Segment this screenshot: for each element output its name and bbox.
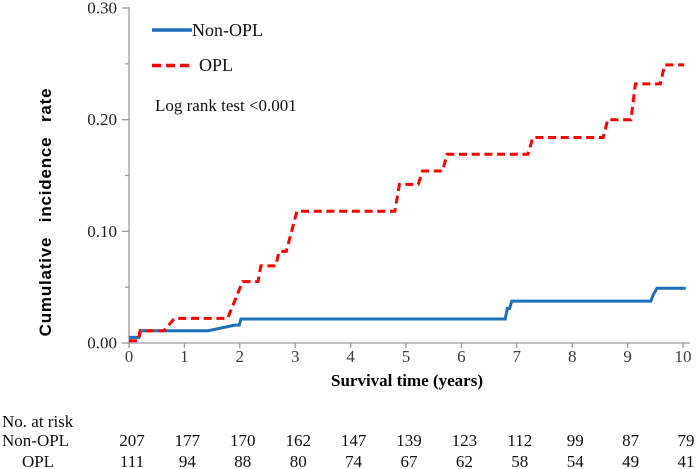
legend-label-non-opl: Non-OPL (192, 20, 263, 40)
series-path-opl (129, 63, 685, 343)
y-tick-label: 0.10 (87, 222, 117, 241)
risk-value-non-opl-year3: 162 (285, 431, 311, 450)
risk-value-non-opl-year8: 99 (567, 431, 584, 450)
x-tick-label: 6 (457, 347, 466, 366)
risk-value-non-opl-year7: 112 (507, 431, 532, 450)
x-axis-title: Survival time (years) (330, 371, 484, 390)
risk-value-opl-year7: 58 (511, 452, 528, 469)
log-rank-annotation: Log rank test <0.001 (155, 96, 297, 115)
x-tick-label: 8 (568, 347, 577, 366)
risk-row-label-non-opl: Non-OPL (2, 431, 70, 450)
risk-value-non-opl-year10: 79 (678, 431, 695, 450)
risk-row-label-opl: OPL (21, 452, 55, 469)
risk-value-non-opl-year6: 123 (452, 431, 478, 450)
x-tick-label: 4 (346, 347, 355, 366)
risk-value-opl-year0: 111 (120, 452, 144, 469)
x-tick-label: 9 (623, 347, 632, 366)
risk-table-header: No. at risk (2, 412, 74, 431)
risk-value-opl-year5: 67 (401, 452, 419, 469)
x-tick-label: 2 (236, 347, 245, 366)
risk-value-non-opl-year0: 207 (119, 431, 145, 450)
risk-value-non-opl-year2: 170 (230, 431, 256, 450)
risk-value-opl-year4: 74 (345, 452, 363, 469)
x-tick-label: 7 (513, 347, 522, 366)
risk-value-opl-year2: 88 (234, 452, 251, 469)
risk-value-non-opl-year5: 139 (396, 431, 422, 450)
series-path-non-opl (129, 286, 686, 339)
y-tick-label: 0.00 (87, 334, 117, 353)
risk-value-opl-year3: 80 (290, 452, 307, 469)
x-tick-label: 0 (125, 347, 134, 366)
risk-value-non-opl-year1: 177 (175, 431, 201, 450)
x-tick-label: 3 (291, 347, 300, 366)
x-tick-label: 5 (402, 347, 411, 366)
y-axis-title: Cumulative incidence rate (36, 87, 56, 337)
risk-value-opl-year6: 62 (456, 452, 473, 469)
risk-value-opl-year1: 94 (179, 452, 197, 469)
y-tick-label: 0.20 (87, 110, 117, 129)
x-tick-label: 10 (675, 347, 692, 366)
risk-value-opl-year9: 49 (622, 452, 639, 469)
risk-value-non-opl-year9: 87 (622, 431, 640, 450)
risk-value-opl-year8: 54 (567, 452, 585, 469)
y-tick-label: 0.30 (87, 0, 117, 18)
risk-value-non-opl-year4: 147 (341, 431, 367, 450)
risk-value-opl-year10: 41 (678, 452, 695, 469)
legend-label-opl: OPL (199, 55, 234, 75)
x-tick-label: 1 (180, 347, 189, 366)
